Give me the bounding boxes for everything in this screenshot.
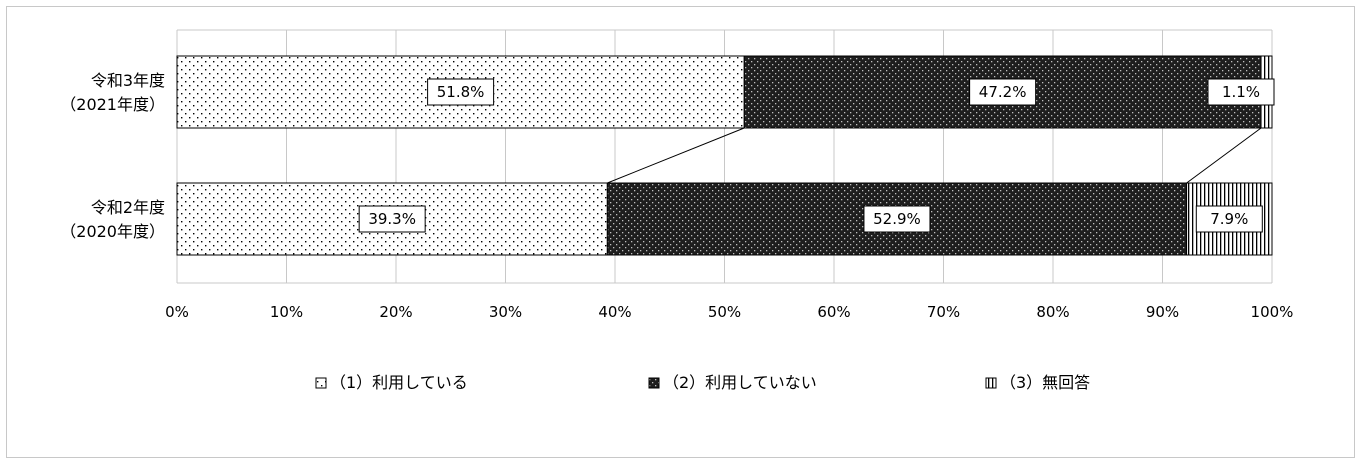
legend-label: （3）無回答 — [1000, 373, 1090, 392]
x-axis-tick-labels: 0% 10% 20% 30% 40% 50% 60% 70% 80% 90% 100% — [165, 303, 1293, 321]
data-label-box — [969, 78, 1037, 106]
x-tick-label: 80% — [1036, 303, 1069, 321]
x-tick-label: 40% — [598, 303, 631, 321]
legend-item: （2）利用していない — [648, 373, 817, 392]
data-label: 7.9% — [1195, 205, 1263, 233]
legend-swatch — [315, 377, 327, 389]
category-label: 令和3年度 — [91, 71, 165, 90]
data-label-box — [1195, 205, 1263, 233]
legend-label: （2）利用していない — [663, 373, 817, 392]
legend: （1）利用している （2）利用していない （3）無回答 — [315, 373, 1090, 392]
data-label-text: 1.1% — [1222, 83, 1260, 101]
data-label-box — [1207, 78, 1275, 106]
data-label-text: 52.9% — [873, 210, 921, 228]
x-tick-label: 0% — [165, 303, 189, 321]
legend-swatch — [648, 377, 660, 389]
data-labels: 51.8% 47.2% 1.1% 39.3% 52.9% 7.9% — [358, 78, 1275, 233]
legend-swatch — [985, 377, 997, 389]
category-label: （2020年度） — [60, 222, 165, 241]
legend-label: （1）利用している — [330, 373, 468, 392]
data-label-text: 7.9% — [1210, 210, 1248, 228]
data-label-text: 47.2% — [979, 83, 1027, 101]
category-label: （2021年度） — [60, 95, 165, 114]
category-labels: 令和3年度 （2021年度） 令和2年度 （2020年度） — [60, 71, 165, 241]
data-label: 51.8% — [427, 78, 495, 106]
data-label: 39.3% — [358, 205, 426, 233]
data-label-text: 39.3% — [368, 210, 416, 228]
series-connector-lines — [607, 127, 1262, 184]
data-label: 47.2% — [969, 78, 1037, 106]
series-connector-line — [607, 127, 745, 184]
data-label-box — [863, 205, 931, 233]
x-tick-label: 70% — [927, 303, 960, 321]
legend-item: （1）利用している — [315, 373, 468, 392]
data-label-box — [427, 78, 495, 106]
legend-item: （3）無回答 — [985, 373, 1090, 392]
x-tick-label: 50% — [708, 303, 741, 321]
x-tick-label: 30% — [489, 303, 522, 321]
x-tick-label: 90% — [1146, 303, 1179, 321]
category-label: 令和2年度 — [91, 198, 165, 217]
data-label-box — [358, 205, 426, 233]
data-label: 52.9% — [863, 205, 931, 233]
x-tick-label: 100% — [1251, 303, 1294, 321]
x-tick-label: 60% — [817, 303, 850, 321]
series-connector-line — [1186, 127, 1262, 184]
x-tick-label: 20% — [379, 303, 412, 321]
x-tick-label: 10% — [270, 303, 303, 321]
data-label-text: 51.8% — [437, 83, 485, 101]
data-label: 1.1% — [1207, 78, 1275, 106]
